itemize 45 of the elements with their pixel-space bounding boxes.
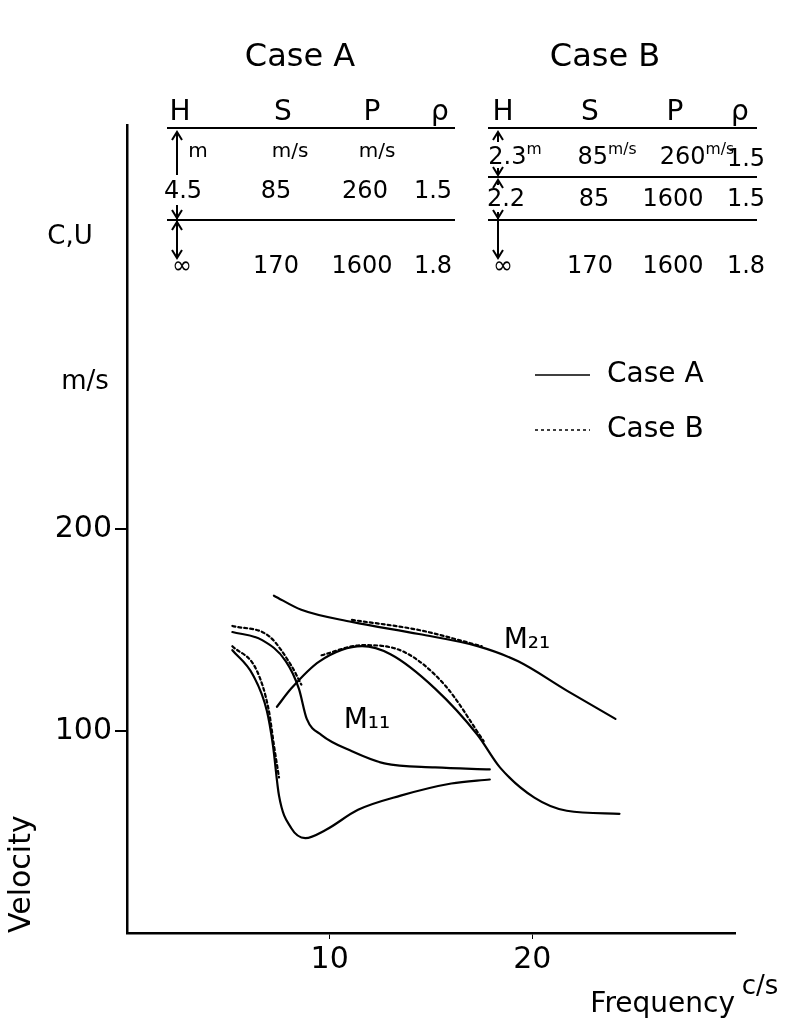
- annotation: ρ: [431, 93, 449, 127]
- annotation: S: [581, 93, 599, 127]
- annotation: m: [188, 138, 208, 162]
- text: c/s: [741, 970, 779, 1000]
- annotation: 85: [578, 184, 610, 212]
- annotation: M₁₁: [343, 701, 391, 735]
- annotation: 85: [260, 176, 292, 204]
- x-tick-label: 20: [513, 939, 552, 975]
- annotation: 1600: [331, 251, 393, 279]
- annotation: ∞: [172, 251, 192, 279]
- annotation: S: [274, 93, 292, 127]
- annotation: 4.5: [163, 176, 203, 204]
- y-tick-label: 200: [54, 508, 112, 544]
- annotation: 170: [253, 251, 299, 279]
- annotation: 1.8: [413, 251, 453, 279]
- x-axis-title: Frequency: [590, 986, 735, 1020]
- annotation: 1.8: [726, 251, 766, 279]
- annotation: 1.5: [413, 176, 453, 204]
- annotation: 170: [567, 251, 613, 279]
- annotation: 1600: [642, 184, 704, 212]
- annotation: 85$^{m/s}$: [577, 139, 637, 171]
- annotation: M₂₁: [503, 621, 551, 655]
- x-tick-label: 10: [310, 939, 349, 975]
- text: m/s: [61, 365, 109, 395]
- text: Case B: [549, 36, 661, 74]
- annotation: 260: [342, 176, 388, 204]
- annotation: m/s: [358, 138, 396, 162]
- annotation: ρ: [731, 93, 749, 127]
- annotation: m/s: [271, 138, 309, 162]
- legend-label: Case A: [607, 356, 704, 390]
- text: Case A: [244, 36, 356, 74]
- annotation: 1.5: [726, 184, 766, 212]
- annotation: 2.3$^{m}$: [488, 139, 542, 171]
- text: C,U: [47, 220, 93, 250]
- line-series: [231, 649, 491, 840]
- legend-label: Case B: [607, 411, 704, 445]
- annotation: H: [169, 93, 191, 127]
- annotation: H: [492, 93, 514, 127]
- annotation: P: [666, 93, 684, 127]
- annotation: P: [363, 93, 381, 127]
- y-tick-label: 100: [54, 710, 112, 746]
- annotation: 1600: [642, 251, 704, 279]
- annotation: 2.2: [486, 184, 526, 212]
- annotation: ∞: [493, 251, 513, 279]
- y-axis-title: Velocity: [1, 815, 37, 933]
